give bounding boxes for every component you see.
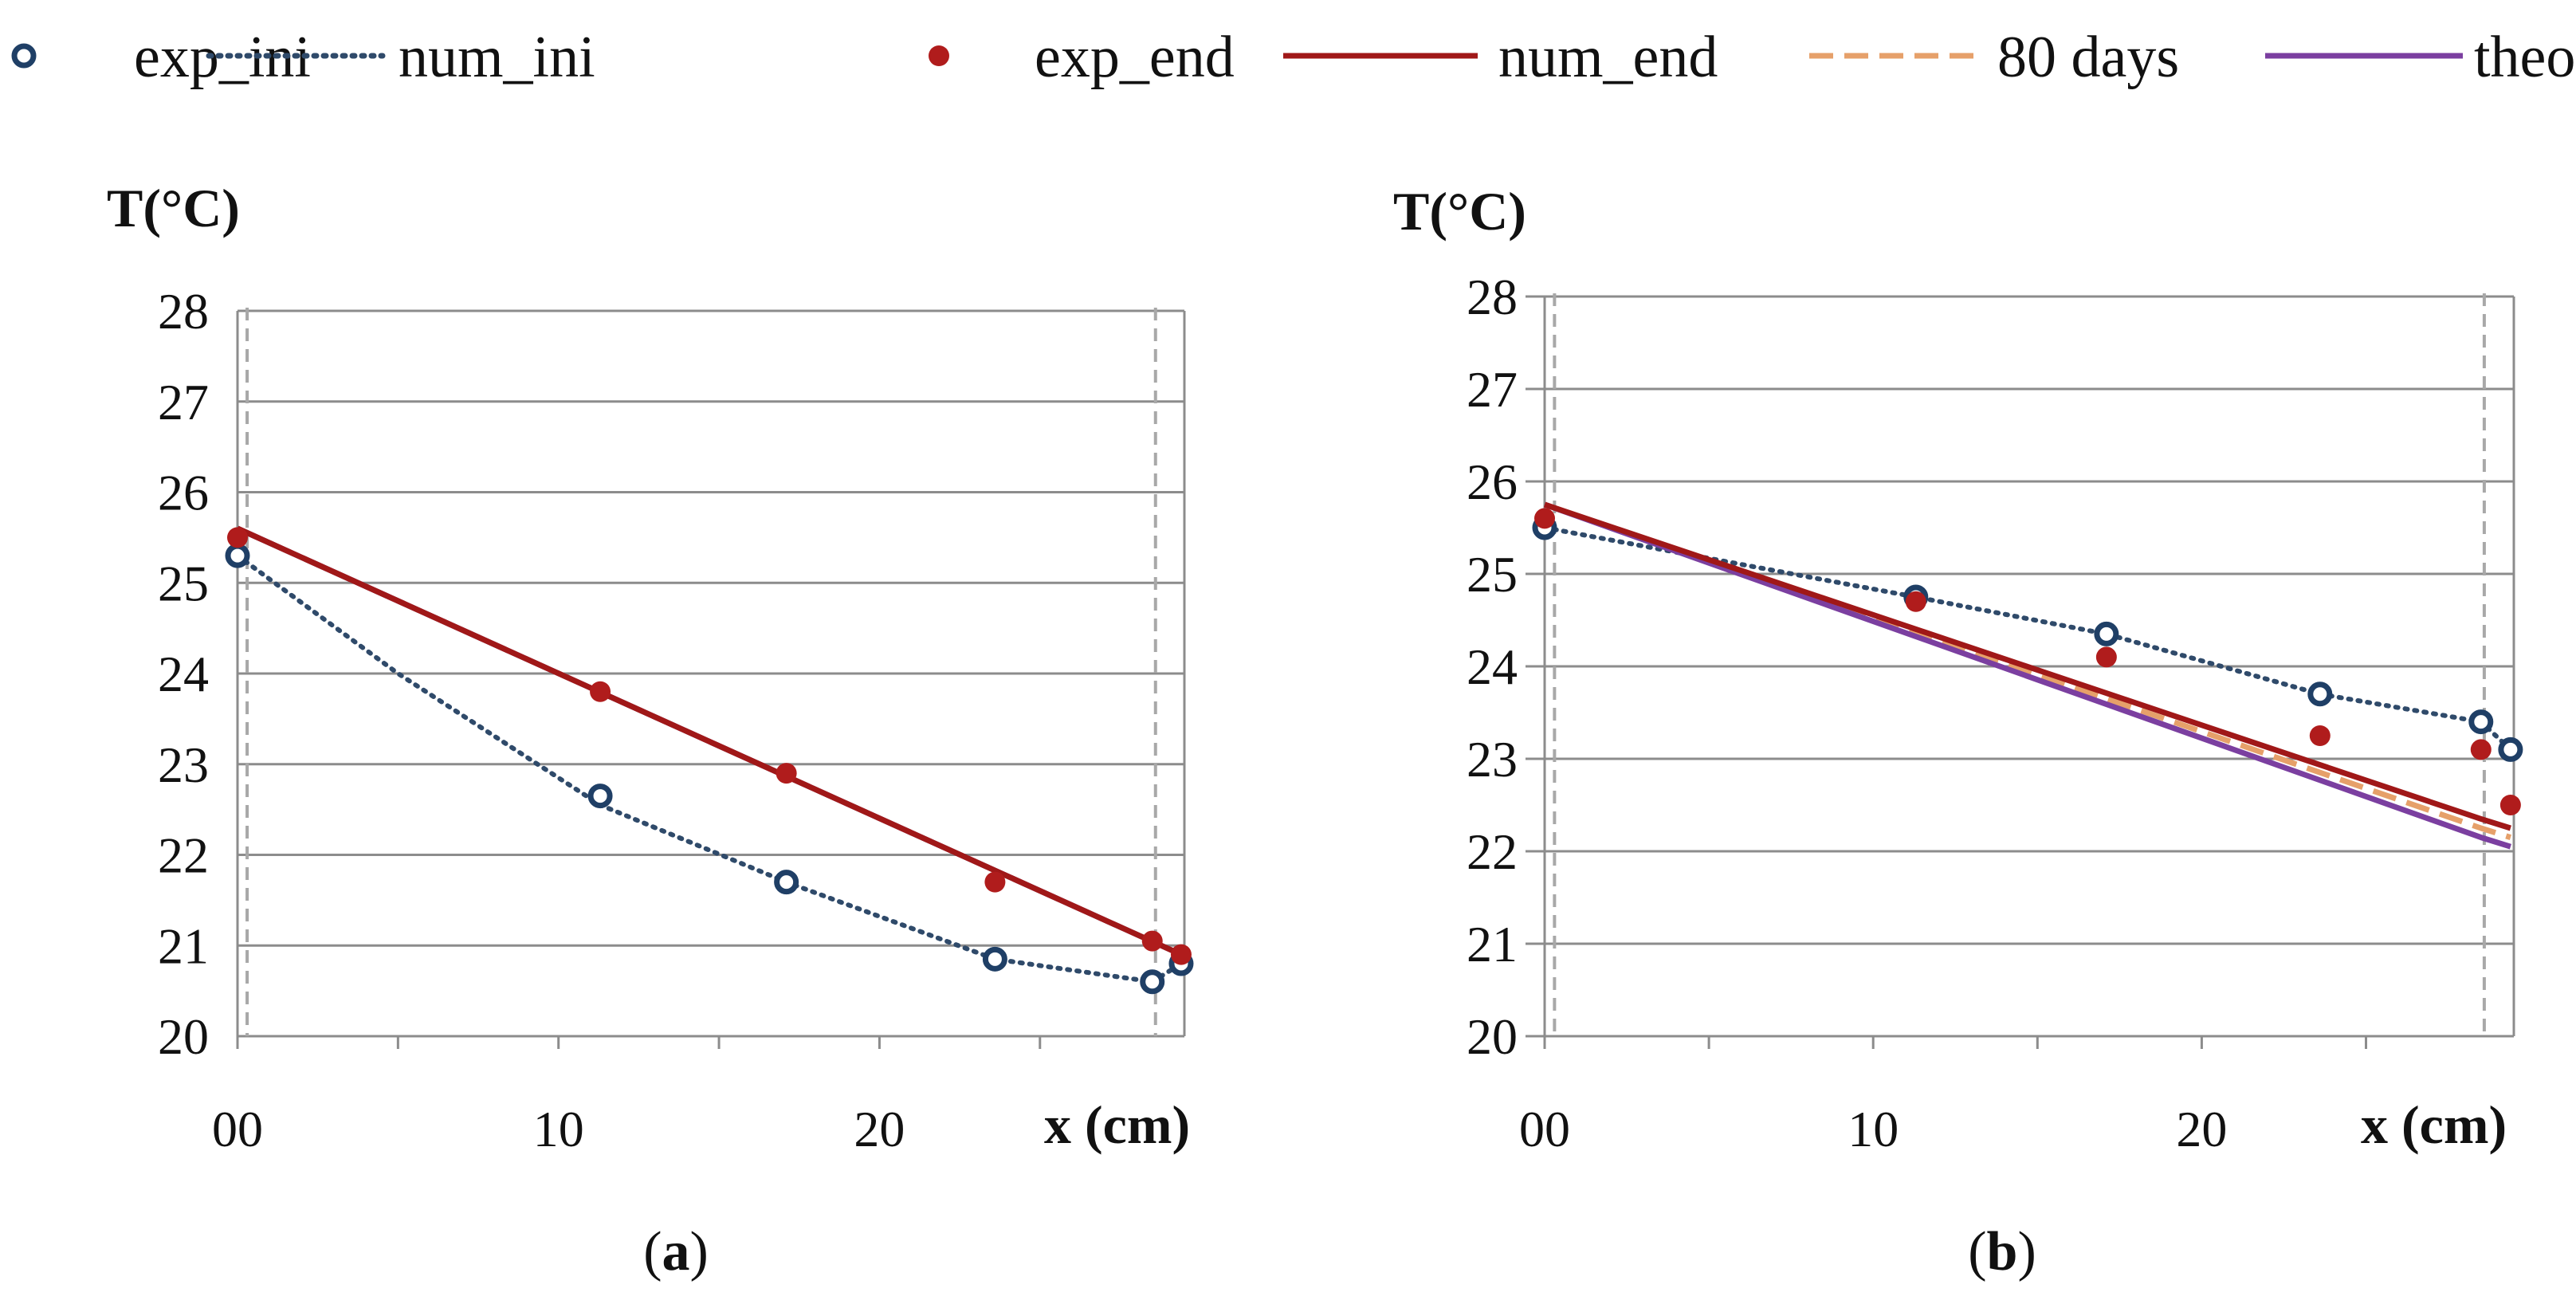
legend: exp_ini num_ini exp_end num_end 80 days theo <box>11 25 2575 90</box>
panel-a-x-tick-label: 10 <box>533 1101 584 1157</box>
panel-b-y-tick-label: 28 <box>1467 269 1518 325</box>
legend-item-exp_end: exp_end <box>929 25 1235 90</box>
panel-a-y-tick-label: 27 <box>158 374 209 430</box>
panel-b-y-tick-label: 27 <box>1467 361 1518 418</box>
panel-a-y-tick-label: 23 <box>158 736 209 793</box>
panel-a-x-tick-label: 20 <box>854 1101 905 1157</box>
panel-b-caption-open-paren: ( <box>1968 1221 1986 1282</box>
panel-a-caption: (a) <box>643 1221 709 1282</box>
panel-b-x-tick-label: 10 <box>1848 1101 1899 1157</box>
panel-a-exp_end-point <box>776 763 797 784</box>
panel-b-exp_end-point <box>2499 795 2521 815</box>
panel-a-y-tick-label: 25 <box>158 555 209 611</box>
panel-b-y-tick-label: 25 <box>1467 546 1518 603</box>
panel-b-exp_ini-point <box>2307 681 2333 707</box>
panel-a-y-tick-label: 22 <box>158 827 209 884</box>
panel-a-caption-close-paren: ) <box>690 1221 709 1282</box>
panel-a-exp_ini-point <box>774 870 799 895</box>
panel-a-exp_end-point <box>227 527 248 548</box>
panel-b-series-days80-line <box>1543 501 2511 840</box>
panel-b-y-axis-title: T(°C) <box>1393 181 1526 242</box>
panel-a-exp_end-point <box>590 681 611 702</box>
legend-item-num_end: num_end <box>1283 25 1718 90</box>
panel-b-exp_end-point <box>1905 591 1926 612</box>
panel-b-x-axis-title: x (cm) <box>2361 1094 2507 1155</box>
legend-item-num_ini: num_ini <box>206 25 595 90</box>
legend-exp_ini-symbol <box>11 43 37 69</box>
panel-b-y-tick-label: 23 <box>1467 731 1518 788</box>
panel-b-series-num_ini-line <box>1542 525 2513 752</box>
panel-b-exp_end-point <box>2095 646 2117 668</box>
panel-a-series-num_end-line <box>236 525 1183 957</box>
legend-num_ini-label: num_ini <box>399 25 595 90</box>
panel-b-x-tick-label: 00 <box>1519 1101 1570 1157</box>
panel-a-caption-letter: a <box>662 1221 690 1282</box>
panel-b-caption-close-paren: ) <box>2017 1221 2036 1282</box>
panel-b-exp_end-point <box>2470 739 2492 760</box>
panel-a-exp_ini-point <box>587 784 613 809</box>
panel-b-exp_end-point <box>1534 508 1555 529</box>
panel-a-caption-open-paren: ( <box>643 1221 662 1282</box>
panel-a-exp_end-point <box>1170 944 1192 965</box>
legend-exp_end-symbol <box>929 45 949 66</box>
panel-a-x-axis-title: x (cm) <box>1044 1094 1190 1155</box>
panel-a-y-axis-title: T(°C) <box>107 178 240 238</box>
legend-exp_end-label: exp_end <box>1035 25 1235 90</box>
panel-b-y-tick-label: 24 <box>1467 638 1518 695</box>
panel-b-y-tick-label: 20 <box>1467 1008 1518 1065</box>
panel-b-series-num_end-line <box>1543 501 2511 831</box>
panel-a-y-tick-label: 26 <box>158 465 209 521</box>
legend-num_end-label: num_end <box>1498 25 1718 90</box>
panel-b-exp_ini-point <box>2498 736 2523 762</box>
legend-theo-label: theo <box>2474 25 2575 90</box>
legend-days80-label: 80 days <box>1997 25 2179 90</box>
panel-b-caption-letter: b <box>1987 1221 2018 1282</box>
panel-a-chart: 20 21 22 23 24 25 26 27 28 00 10 20 T(°C) x (cm) (a) <box>107 178 1194 1282</box>
panel-a-y-tick-label: 28 <box>158 283 209 340</box>
panel-a-exp_end-point <box>1141 930 1163 952</box>
panel-b-series-theo-line <box>1543 501 2511 850</box>
panel-b-caption: (b) <box>1968 1221 2036 1282</box>
panel-a-y-tick-label: 24 <box>158 646 209 702</box>
panel-b-x-tick-label: 20 <box>2176 1101 2227 1157</box>
panel-b-y-tick-label: 26 <box>1467 454 1518 510</box>
panel-a-y-tick-label: 20 <box>158 1008 209 1065</box>
panel-a-series-num_ini-line <box>235 553 1184 984</box>
legend-item-days80: 80 days <box>1809 25 2179 90</box>
panel-a-exp_ini-point <box>982 946 1007 972</box>
panel-a-x-tick-label: 00 <box>212 1101 263 1157</box>
panel-b-exp_ini-point <box>2094 621 2119 646</box>
panel-a-exp_end-point <box>984 871 1006 893</box>
panel-b-chart: 20 21 22 23 24 25 26 27 28 00 10 20 T(°C) x (cm) (b) <box>1393 181 2523 1282</box>
legend-item-theo: theo <box>2265 25 2575 90</box>
panel-b-y-tick-label: 21 <box>1467 916 1518 972</box>
panel-b-exp_ini-point <box>2468 709 2494 735</box>
panel-a-exp_ini-point <box>1140 969 1165 995</box>
panel-a-exp_ini-point <box>225 543 250 568</box>
panel-b-y-tick-label: 22 <box>1467 823 1518 880</box>
panel-b-exp_end-point <box>2309 725 2331 746</box>
panel-a-y-tick-label: 21 <box>158 917 209 974</box>
